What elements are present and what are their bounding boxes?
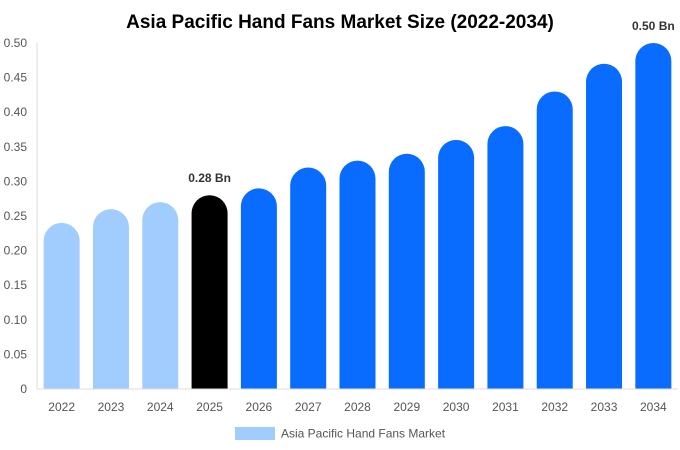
bar-2027 <box>290 167 327 389</box>
x-tick-label: 2027 <box>295 400 322 414</box>
y-tick-label: 0.10 <box>4 313 28 327</box>
x-tick-label: 2034 <box>640 400 667 414</box>
bar-2030 <box>438 139 475 389</box>
x-axis: 2022 2023 2024 2025 2026 2027 2028 2029 2030 2031… <box>37 388 678 414</box>
annotations: 0.28 Bn 0.50 Bn <box>188 19 674 185</box>
x-tick-label: 2032 <box>541 400 568 414</box>
x-tick-label: 2029 <box>393 400 420 414</box>
bar-2022 <box>43 222 80 389</box>
y-tick-label: 0.20 <box>4 244 28 258</box>
bar-2033 <box>586 63 623 389</box>
bar-2031 <box>487 126 524 389</box>
x-tick-label: 2025 <box>196 400 223 414</box>
y-tick-label: 0.05 <box>4 347 28 361</box>
data-label-2034: 0.50 Bn <box>632 19 675 33</box>
data-label-2025: 0.28 Bn <box>188 171 231 185</box>
y-tick-label: 0 <box>20 382 27 396</box>
bar-2029 <box>388 153 425 389</box>
bar-2025 <box>191 195 228 389</box>
x-tick-label: 2033 <box>591 400 618 414</box>
y-tick-label: 0.35 <box>4 140 28 154</box>
bar-2034 <box>635 43 672 389</box>
x-tick-label: 2030 <box>443 400 470 414</box>
x-tick-label: 2022 <box>48 400 75 414</box>
y-tick-label: 0.40 <box>4 105 28 119</box>
x-tick-label: 2028 <box>344 400 371 414</box>
x-tick-label: 2023 <box>98 400 125 414</box>
bar-2028 <box>339 160 376 389</box>
y-tick-label: 0.25 <box>4 209 28 223</box>
x-tick-label: 2031 <box>492 400 519 414</box>
bar-2026 <box>240 188 277 389</box>
legend: Asia Pacific Hand Fans Market <box>235 427 446 441</box>
x-tick-label: 2026 <box>246 400 273 414</box>
legend-label: Asia Pacific Hand Fans Market <box>281 427 446 441</box>
y-axis: 0 0.05 0.10 0.15 0.20 0.25 0.30 0.35 0.40 0.45 0.5… <box>4 36 38 396</box>
x-tick-label: 2024 <box>147 400 174 414</box>
bar-2023 <box>92 209 129 389</box>
bar-2032 <box>536 91 573 390</box>
y-tick-label: 0.50 <box>4 36 28 50</box>
y-tick-label: 0.45 <box>4 71 28 85</box>
legend-swatch <box>235 427 275 440</box>
bar-2024 <box>142 202 179 389</box>
chart-title: Asia Pacific Hand Fans Market Size (2022… <box>126 12 554 33</box>
bars-group <box>43 43 672 390</box>
y-tick-label: 0.30 <box>4 174 28 188</box>
y-tick-label: 0.15 <box>4 278 28 292</box>
